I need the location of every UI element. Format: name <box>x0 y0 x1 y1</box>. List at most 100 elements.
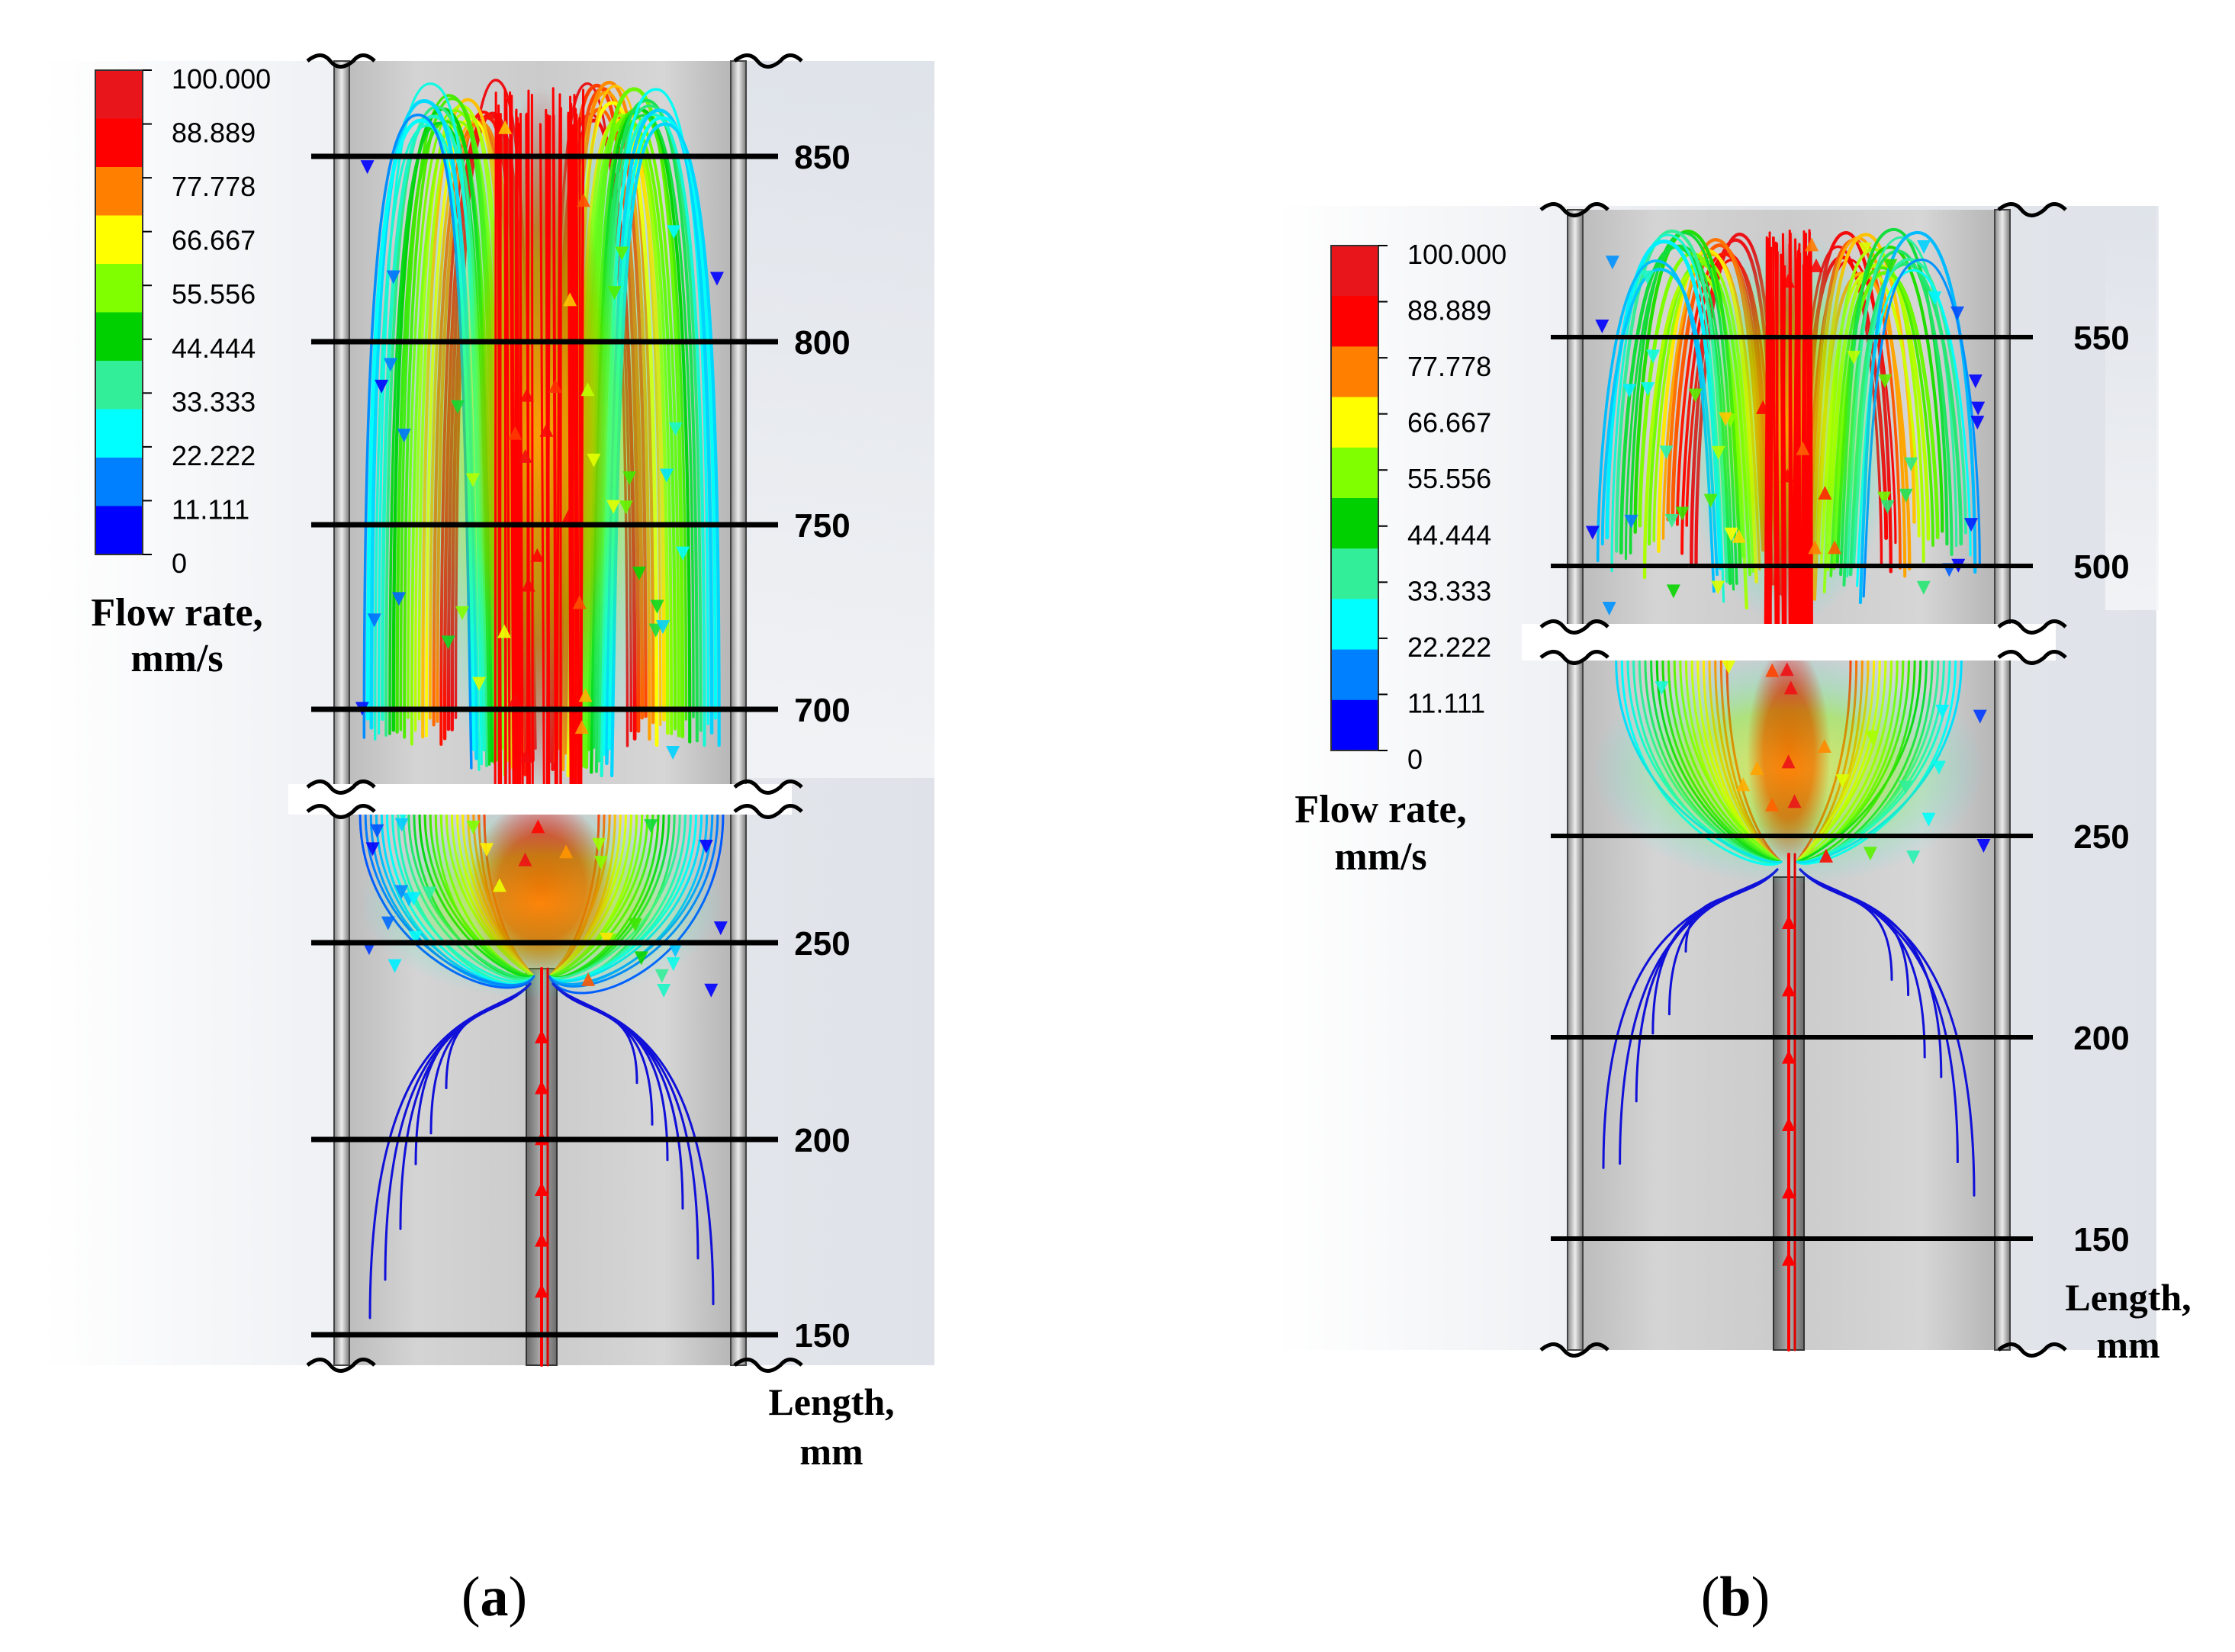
flow-arrow <box>1605 256 1619 270</box>
jet-line <box>1801 256 1808 625</box>
colorbar-unit: mm/s <box>1334 835 1426 879</box>
colorbar-tick-label: 22.222 <box>1407 632 1491 663</box>
flow-arrow <box>1736 777 1751 792</box>
flow-arrow <box>1928 291 1942 305</box>
flow-arrow <box>1664 513 1679 528</box>
flow-arrow <box>407 892 421 906</box>
flow-arrow <box>535 1284 548 1298</box>
caption-letter: b <box>1719 1566 1751 1628</box>
length-axis-unit: mm <box>2096 1323 2159 1366</box>
flow-arrow <box>1877 491 1892 506</box>
flow-arrow <box>1666 584 1680 599</box>
flow-arrow <box>1921 812 1936 827</box>
colorbar-tick-label: 88.889 <box>172 117 256 149</box>
flow-arrow <box>1858 242 1873 256</box>
length-tick-label: 750 <box>794 507 850 545</box>
colorbar-segment <box>95 264 143 313</box>
flow-arrow <box>1783 680 1798 695</box>
colorbar-tick-label: 33.333 <box>1407 575 1491 606</box>
flow-arrow <box>655 620 670 635</box>
flow-arrow <box>367 613 381 628</box>
colorbar-segment <box>95 458 143 507</box>
jet-line <box>567 114 573 786</box>
flow-arrow <box>657 984 671 998</box>
flow-arrow <box>1964 518 1979 532</box>
flow-arrow <box>587 453 601 468</box>
length-tick-label: 250 <box>794 925 850 963</box>
colorbar-segment <box>95 409 143 458</box>
length-tick-label: 850 <box>794 139 850 176</box>
flow-arrow <box>561 509 576 523</box>
length-axis-unit: mm <box>799 1430 863 1473</box>
flow-arrow <box>1976 838 1991 853</box>
caption-open: ( <box>1701 1566 1720 1628</box>
jet-line <box>574 108 580 786</box>
flow-arrow <box>1880 500 1895 514</box>
flow-arrow <box>563 292 577 307</box>
flow-arrow <box>1916 580 1931 595</box>
flow-arrow <box>492 878 506 892</box>
jet-line <box>525 114 531 786</box>
break-gap <box>288 784 792 815</box>
jet-line <box>505 98 511 786</box>
flow-arrow <box>648 623 663 638</box>
flow-arrow <box>1782 915 1796 929</box>
flow-arrow <box>530 548 545 562</box>
flow-arrow <box>518 448 532 463</box>
jet-line <box>539 123 545 786</box>
jet-line <box>552 87 557 786</box>
length-tick-label: 700 <box>794 692 850 729</box>
jet-line <box>1809 250 1813 625</box>
length-tick-label: 250 <box>2073 818 2129 856</box>
streamlines <box>1585 227 1991 1351</box>
flow-arrow <box>1971 401 1986 416</box>
streamlines <box>355 79 728 1367</box>
flow-arrow <box>472 677 487 691</box>
colorbar-tick-label: 0 <box>172 548 187 579</box>
flow-arrow <box>1724 527 1738 542</box>
colorbar-tick-label: 77.778 <box>172 171 256 202</box>
flow-arrow <box>1659 445 1674 460</box>
colorbar-tick-label: 55.556 <box>1407 463 1491 494</box>
flow-arrow <box>519 387 534 402</box>
colorbar-segment <box>1331 498 1378 550</box>
break-mark-bottom-left <box>306 1358 376 1373</box>
colorbar-tick-label: 100.000 <box>172 63 271 95</box>
flow-arrow <box>1970 416 1985 430</box>
length-tick-label: 800 <box>794 324 850 362</box>
flow-arrow <box>508 426 523 440</box>
flow-arrow <box>1796 441 1810 455</box>
flow-arrow <box>1883 259 1898 273</box>
colorbar-tick-label: 66.667 <box>1407 407 1491 439</box>
flow-arrow <box>1782 1184 1796 1199</box>
flow-arrow <box>668 943 683 958</box>
flow-arrow <box>539 423 554 437</box>
flow-arrow <box>1808 540 1822 554</box>
flow-arrow <box>455 606 470 620</box>
flow-arrow <box>1765 663 1780 677</box>
colorbar-tick-label: 100.000 <box>1407 239 1507 270</box>
break-mark-lower-left <box>1539 650 1610 665</box>
break-mark-bottom-left <box>1539 1342 1610 1358</box>
colorbar-tick-label: 44.444 <box>1407 519 1491 551</box>
flow-arrow <box>535 1080 548 1094</box>
colorbar-title: Flow rate, <box>91 591 262 635</box>
break-mark-lower-left <box>306 804 376 819</box>
panel-caption: (b) <box>1701 1566 1770 1628</box>
jet-line <box>545 108 550 786</box>
flow-arrow <box>593 856 608 870</box>
flow-arrow <box>654 969 669 983</box>
tube-wall-right <box>730 60 747 1366</box>
colorbar-tick-label: 66.667 <box>172 225 256 256</box>
panel-b: 550 500 250 200 150 Length,mm 100.000 88.889 77.… <box>1275 202 2192 1628</box>
break-mark-top-left <box>1539 202 1610 217</box>
colorbar-segment <box>1331 346 1378 398</box>
length-tick-label: 200 <box>2073 1020 2129 1057</box>
break-mark-upper-right <box>1997 619 2067 635</box>
flow-arrow <box>607 286 622 301</box>
flow-arrow <box>519 749 533 763</box>
colorbar-segment <box>95 506 143 555</box>
flow-arrow <box>365 842 380 857</box>
break-mark-top-right <box>733 53 803 69</box>
